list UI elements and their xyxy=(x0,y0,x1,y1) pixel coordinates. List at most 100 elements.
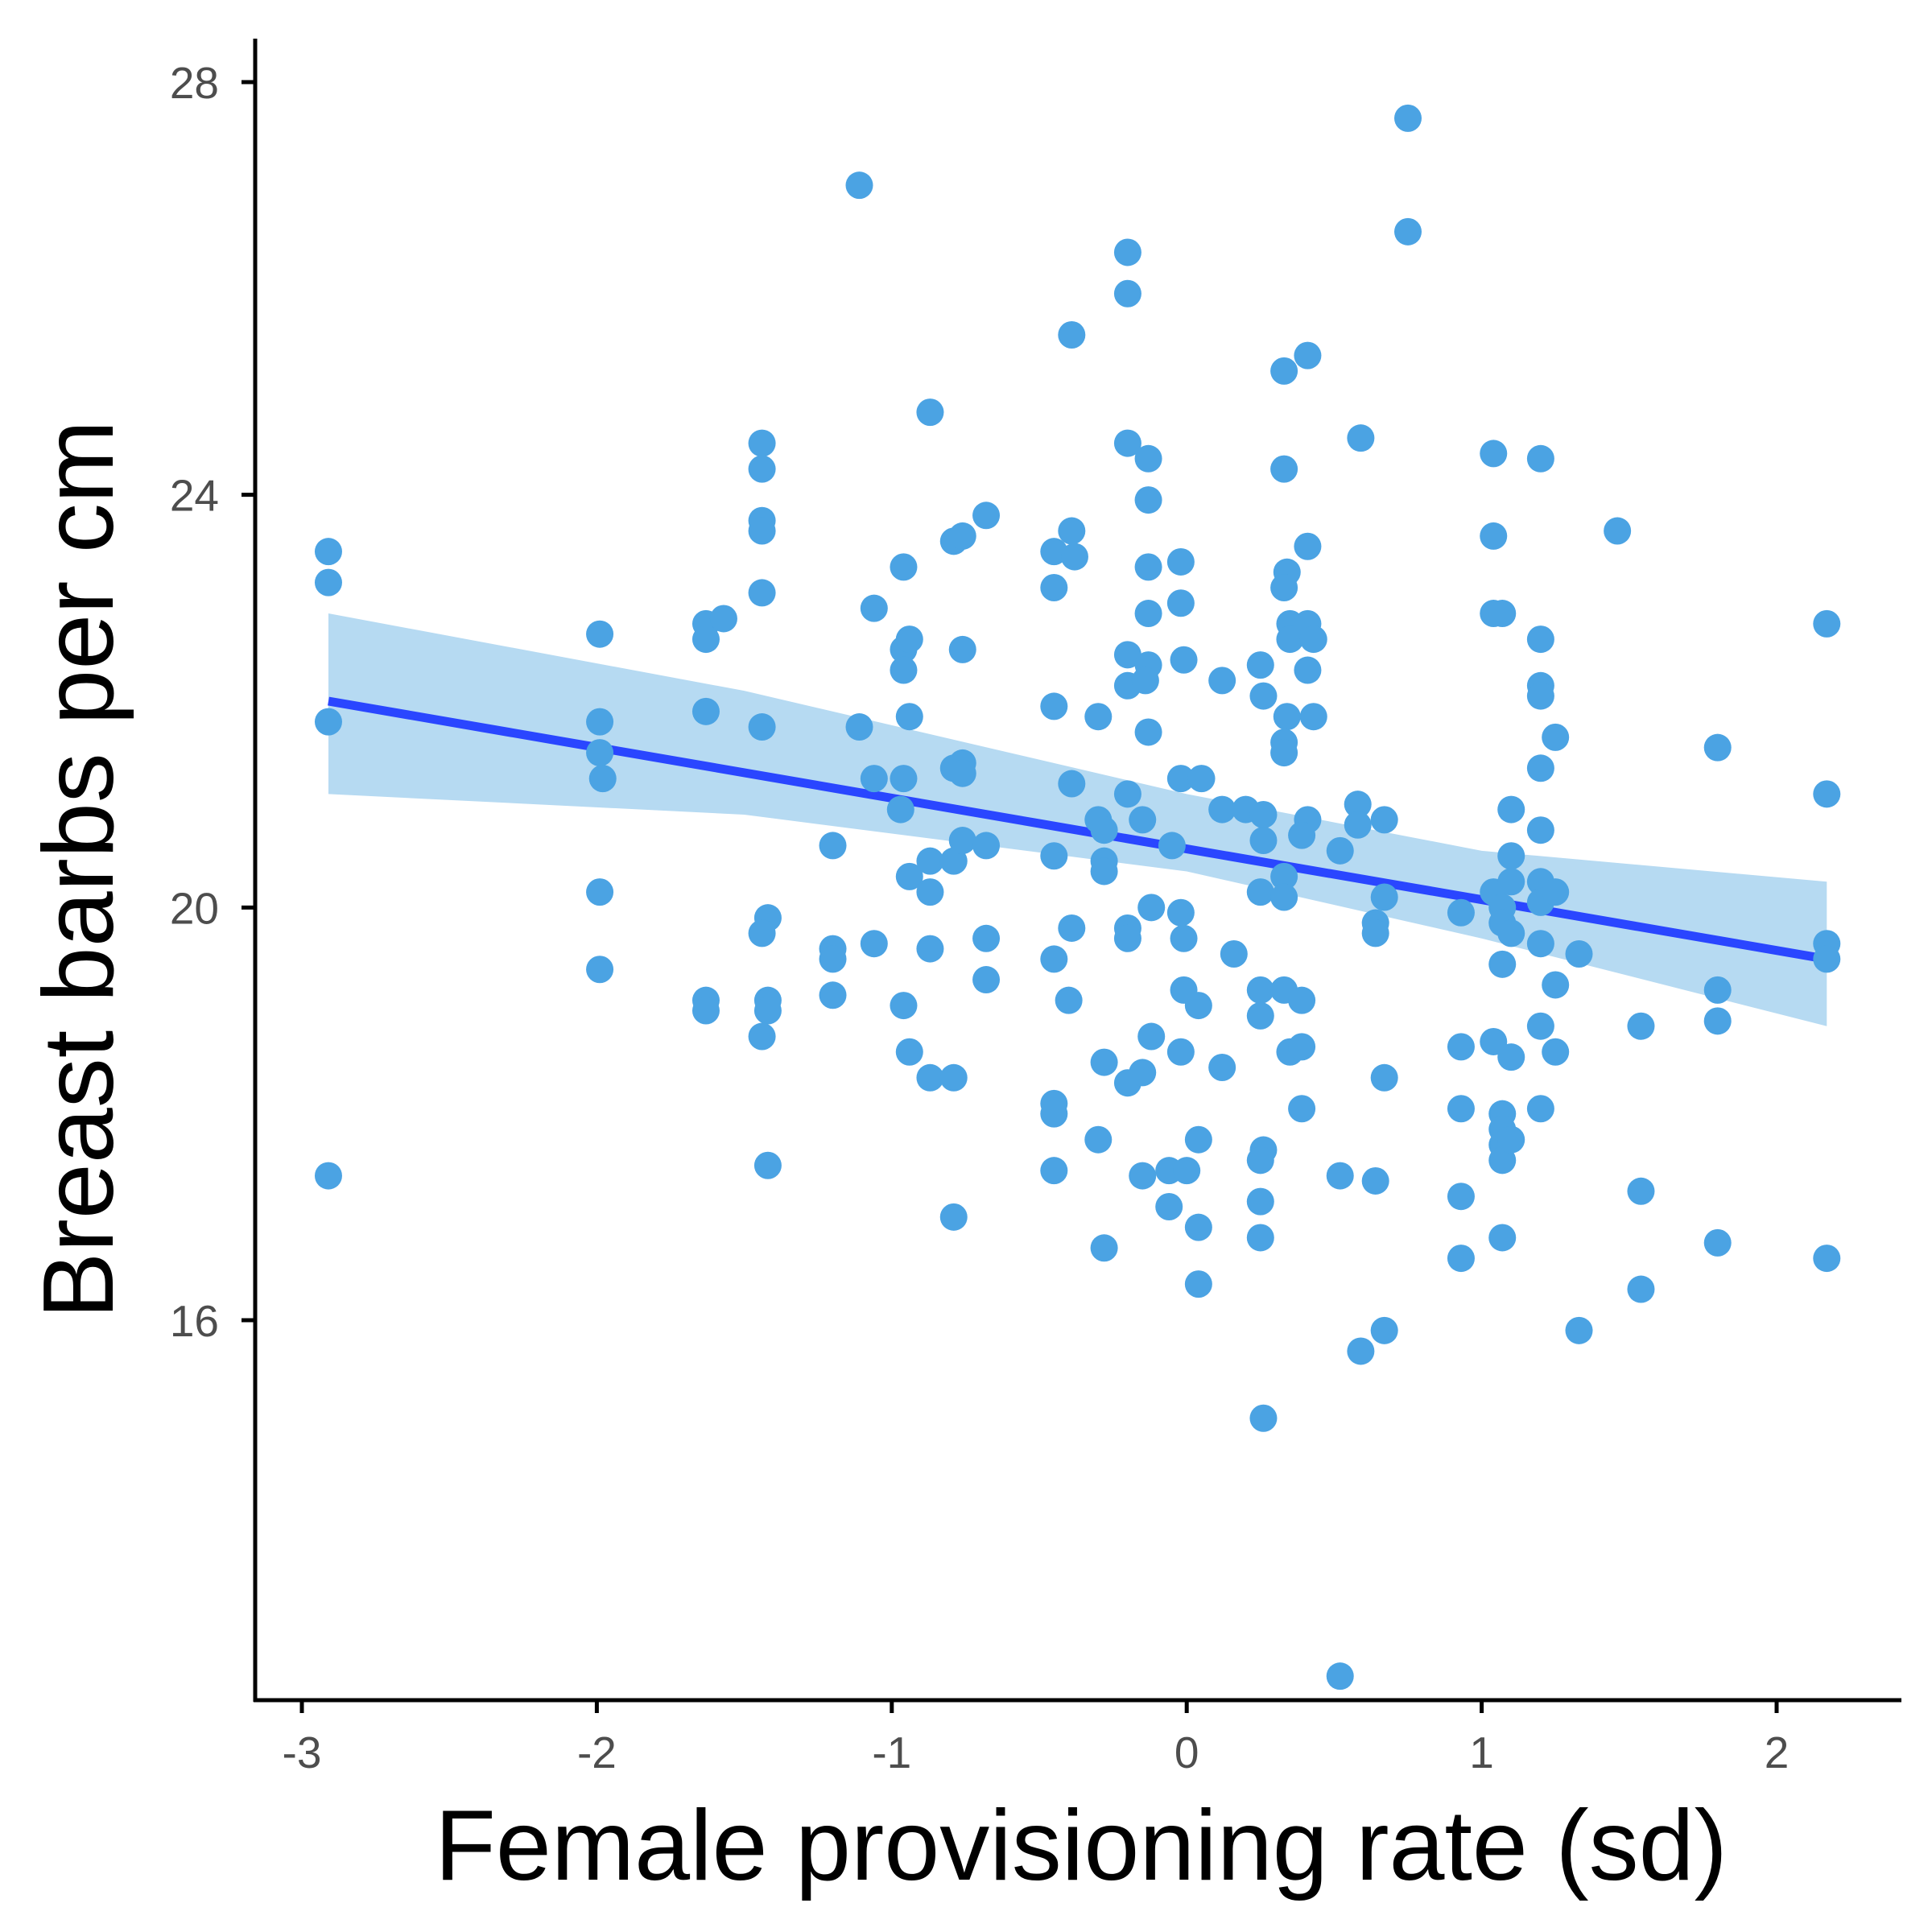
data-point xyxy=(1370,1063,1398,1092)
data-point xyxy=(972,502,1001,530)
data-point xyxy=(1627,1177,1655,1205)
data-point xyxy=(1155,1193,1183,1221)
data-point xyxy=(691,625,720,654)
data-point xyxy=(939,847,968,875)
data-point xyxy=(588,765,617,793)
y-ticks-layer: 16 20 24 28 xyxy=(170,58,255,1346)
data-point xyxy=(748,455,776,483)
data-point xyxy=(845,713,873,741)
data-point xyxy=(1488,1224,1517,1252)
data-point xyxy=(1294,656,1322,684)
data-point xyxy=(1497,1043,1525,1071)
data-point xyxy=(860,765,888,793)
data-point xyxy=(1090,1048,1118,1076)
data-point xyxy=(1249,827,1278,855)
data-point xyxy=(948,827,976,855)
data-point xyxy=(1526,754,1554,782)
data-point xyxy=(1526,1095,1554,1123)
data-point xyxy=(1703,733,1732,762)
x-tick-label: -2 xyxy=(577,1728,617,1777)
data-point xyxy=(1488,950,1517,978)
data-point xyxy=(895,862,923,890)
data-point xyxy=(1134,718,1162,746)
data-point xyxy=(890,553,918,581)
data-point xyxy=(1246,976,1274,1004)
data-point xyxy=(586,739,614,767)
data-point xyxy=(916,847,944,875)
data-point xyxy=(1497,1125,1525,1154)
data-point xyxy=(1813,945,1841,973)
data-point xyxy=(1208,795,1236,824)
data-point xyxy=(709,605,737,633)
x-tick-label: -1 xyxy=(872,1728,911,1777)
data-point xyxy=(748,1022,776,1051)
data-point xyxy=(1090,1234,1118,1262)
data-point xyxy=(1480,522,1508,550)
data-point xyxy=(1703,1228,1732,1257)
data-point xyxy=(890,992,918,1020)
data-point xyxy=(1344,791,1372,819)
data-point xyxy=(1526,682,1554,710)
data-point xyxy=(1703,976,1732,1004)
data-point xyxy=(948,759,976,787)
data-point xyxy=(1184,1213,1212,1241)
data-point xyxy=(1288,1095,1316,1123)
data-point xyxy=(1129,1162,1157,1190)
data-point xyxy=(845,171,873,200)
data-point xyxy=(1326,1162,1354,1190)
data-point xyxy=(1480,440,1508,468)
data-point xyxy=(1447,1183,1475,1211)
data-point xyxy=(1294,532,1322,560)
data-point xyxy=(1497,868,1525,896)
data-point xyxy=(1113,780,1141,808)
data-point xyxy=(1040,574,1068,602)
data-point xyxy=(860,594,888,622)
data-point xyxy=(1040,692,1068,720)
data-point xyxy=(1270,357,1298,385)
data-point xyxy=(1084,703,1113,731)
data-point xyxy=(1084,1125,1113,1154)
data-point xyxy=(1249,682,1278,710)
data-point xyxy=(1113,429,1141,457)
data-point xyxy=(1270,862,1298,890)
data-point xyxy=(1326,1662,1354,1690)
data-point xyxy=(1040,1157,1068,1185)
data-point xyxy=(1113,924,1141,952)
data-point xyxy=(1129,1059,1157,1087)
data-point xyxy=(1361,919,1389,947)
data-point xyxy=(691,697,720,725)
data-point xyxy=(314,568,342,597)
data-point xyxy=(753,997,782,1025)
data-point xyxy=(1090,816,1118,844)
data-point xyxy=(586,956,614,984)
data-point xyxy=(1813,609,1841,638)
data-point xyxy=(1184,1270,1212,1298)
data-point xyxy=(748,919,776,947)
data-point xyxy=(1542,1038,1570,1066)
data-point xyxy=(1040,945,1068,973)
data-point xyxy=(1394,217,1422,246)
data-point xyxy=(1344,811,1372,839)
data-point xyxy=(1488,1146,1517,1174)
data-point xyxy=(748,579,776,607)
fit-line-layer xyxy=(328,696,1828,964)
data-point xyxy=(1813,780,1841,808)
data-point xyxy=(1542,971,1570,999)
data-point xyxy=(1627,1275,1655,1303)
data-point xyxy=(972,832,1001,860)
data-point xyxy=(819,945,847,973)
data-point xyxy=(1276,625,1304,654)
data-point xyxy=(916,878,944,906)
data-point xyxy=(314,1162,342,1190)
data-point xyxy=(939,1063,968,1092)
data-point xyxy=(1184,992,1212,1020)
data-point xyxy=(1447,1095,1475,1123)
data-point xyxy=(1040,1100,1068,1128)
data-point xyxy=(1288,1033,1316,1061)
x-tick-label: 1 xyxy=(1469,1728,1494,1777)
data-point xyxy=(1294,341,1322,369)
data-point xyxy=(1246,1187,1274,1216)
data-point xyxy=(1040,842,1068,870)
data-point xyxy=(948,522,976,550)
data-point xyxy=(1184,1125,1212,1154)
